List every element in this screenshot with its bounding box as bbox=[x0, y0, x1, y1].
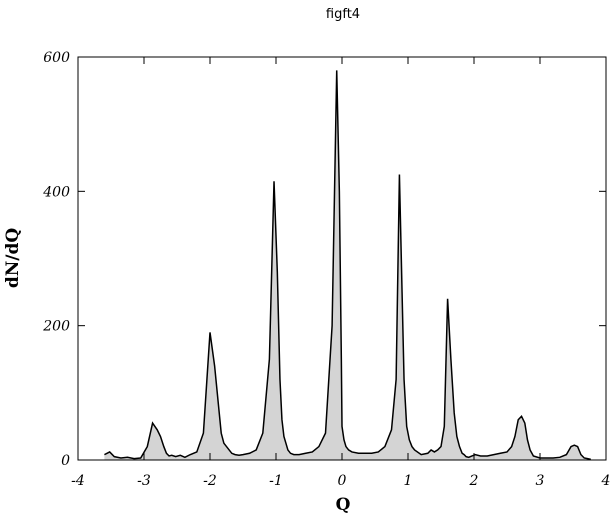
y-axis: 0 200 400 600 bbox=[42, 50, 606, 469]
x-tick-label: -4 bbox=[71, 473, 85, 489]
x-axis: -4 -3 -2 -1 0 1 2 3 4 bbox=[71, 57, 610, 489]
plot-area bbox=[77, 56, 607, 461]
x-tick-label: -2 bbox=[203, 473, 217, 489]
y-tick-label: 0 bbox=[61, 453, 70, 469]
area-fill bbox=[104, 70, 591, 461]
series-line bbox=[104, 70, 591, 461]
x-tick-label: 4 bbox=[601, 473, 611, 489]
y-axis-label: dN/dQ bbox=[3, 228, 23, 289]
x-axis-label: Q bbox=[336, 495, 351, 515]
y-tick-label: 600 bbox=[43, 50, 70, 66]
y-tick-label: 400 bbox=[42, 184, 70, 200]
x-tick-label: 1 bbox=[404, 473, 413, 489]
x-tick-label: 3 bbox=[536, 473, 545, 489]
y-tick-label: 200 bbox=[42, 319, 70, 335]
x-tick-label: -3 bbox=[137, 473, 151, 489]
x-tick-label: 0 bbox=[338, 473, 347, 489]
chart-title: figft4 bbox=[326, 7, 360, 22]
x-tick-label: 2 bbox=[469, 473, 479, 489]
x-tick-label: -1 bbox=[269, 473, 283, 489]
